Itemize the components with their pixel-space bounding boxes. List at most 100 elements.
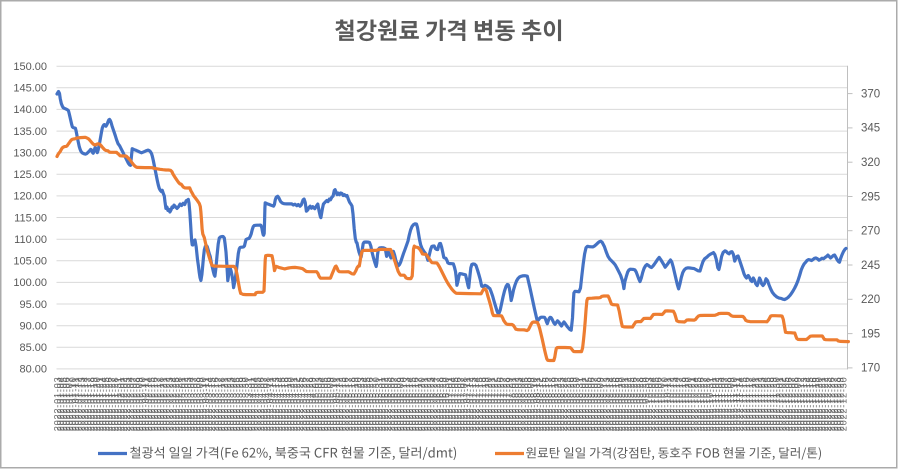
svg-text:2022-04-13: 2022-04-13 — [271, 377, 281, 431]
svg-text:2022-02-28: 2022-02-28 — [174, 377, 184, 431]
svg-text:2022-08-05: 2022-08-05 — [520, 377, 530, 431]
svg-text:2022-06-06: 2022-06-06 — [386, 377, 396, 431]
svg-text:2022-02-10: 2022-02-10 — [137, 377, 147, 431]
svg-text:2022-12-09: 2022-12-09 — [793, 377, 803, 431]
svg-text:2022-04-21: 2022-04-21 — [289, 377, 299, 431]
svg-text:2022-10-06: 2022-10-06 — [653, 377, 663, 431]
svg-text:2022-12-21: 2022-12-21 — [817, 377, 827, 431]
svg-text:2022-08-08: 2022-08-08 — [523, 377, 533, 431]
svg-text:2022-06-14: 2022-06-14 — [404, 377, 414, 431]
svg-text:2022-10-18: 2022-10-18 — [678, 377, 688, 431]
svg-text:2022-06-20: 2022-06-20 — [417, 377, 427, 431]
svg-text:2022-09-26: 2022-09-26 — [629, 377, 639, 431]
svg-text:2022-09-19: 2022-09-19 — [614, 377, 624, 431]
svg-text:2022-08-17: 2022-08-17 — [544, 377, 554, 431]
svg-text:2022-07-08: 2022-07-08 — [459, 377, 469, 431]
svg-text:320: 320 — [861, 157, 880, 169]
svg-text:150.00: 150.00 — [13, 61, 47, 73]
svg-text:2022-09-23: 2022-09-23 — [626, 377, 636, 431]
svg-text:2022-12-15: 2022-12-15 — [805, 377, 815, 431]
svg-text:2022-10-12: 2022-10-12 — [665, 377, 675, 431]
svg-text:2022-10-31: 2022-10-31 — [705, 377, 715, 431]
svg-text:110.00: 110.00 — [14, 234, 47, 246]
svg-text:2022-06-02: 2022-06-02 — [380, 377, 390, 431]
svg-text:2022-04-01: 2022-04-01 — [247, 377, 257, 431]
svg-text:2022-10-21: 2022-10-21 — [687, 377, 697, 431]
svg-text:2022-11-30: 2022-11-30 — [772, 377, 782, 431]
svg-text:2022-03-10: 2022-03-10 — [198, 377, 208, 431]
svg-text:80.00: 80.00 — [19, 364, 47, 376]
svg-text:2022-10-14: 2022-10-14 — [672, 377, 682, 431]
svg-text:2022-07-04: 2022-07-04 — [447, 377, 457, 431]
svg-text:2022-05-06: 2022-05-06 — [323, 377, 333, 431]
svg-text:2022-07-07: 2022-07-07 — [456, 377, 466, 431]
svg-text:2022-09-09: 2022-09-09 — [596, 377, 606, 431]
svg-text:2022-10-25: 2022-10-25 — [693, 377, 703, 431]
svg-text:2022-04-14: 2022-04-14 — [274, 377, 284, 431]
svg-text:2022-03-31: 2022-03-31 — [244, 377, 254, 431]
svg-text:2022-02-18: 2022-02-18 — [156, 377, 166, 431]
svg-text:2022-03-18: 2022-03-18 — [216, 377, 226, 431]
svg-text:2022-04-25: 2022-04-25 — [295, 377, 305, 431]
svg-text:2022-07-11: 2022-07-11 — [462, 377, 472, 431]
svg-text:2022-06-27: 2022-06-27 — [432, 377, 442, 431]
svg-text:2022-08-15: 2022-08-15 — [538, 377, 548, 431]
svg-text:2022-03-30: 2022-03-30 — [241, 377, 251, 431]
svg-text:2022-11-07: 2022-11-07 — [720, 377, 730, 431]
svg-text:2022-03-03: 2022-03-03 — [183, 377, 193, 431]
svg-text:2022-12-07: 2022-12-07 — [787, 377, 797, 431]
svg-text:2022-08-22: 2022-08-22 — [553, 377, 563, 431]
svg-text:2022-09-05: 2022-09-05 — [584, 377, 594, 431]
svg-text:2022-04-18: 2022-04-18 — [280, 377, 290, 431]
svg-text:2022-03-08: 2022-03-08 — [192, 377, 202, 431]
svg-text:2022-02-08: 2022-02-08 — [131, 377, 141, 431]
svg-text:2022-05-11: 2022-05-11 — [332, 377, 342, 431]
svg-text:2022-01-28: 2022-01-28 — [110, 377, 120, 431]
svg-text:2022-11-25: 2022-11-25 — [763, 377, 773, 431]
svg-text:2022-03-11: 2022-03-11 — [201, 377, 211, 431]
svg-text:2022-02-04: 2022-02-04 — [125, 377, 135, 431]
svg-text:2022-06-03: 2022-06-03 — [383, 377, 393, 431]
svg-text:2022-02-02: 2022-02-02 — [119, 377, 129, 431]
svg-text:2022-09-27: 2022-09-27 — [632, 377, 642, 431]
svg-text:115.00: 115.00 — [14, 212, 47, 224]
svg-text:2022-11-03: 2022-11-03 — [714, 377, 724, 431]
svg-text:2022-02-22: 2022-02-22 — [162, 377, 172, 431]
svg-text:2022-04-29: 2022-04-29 — [307, 377, 317, 431]
svg-text:2022-05-19: 2022-05-19 — [350, 377, 360, 431]
svg-text:2022-07-20: 2022-07-20 — [483, 377, 493, 431]
svg-text:120.00: 120.00 — [13, 191, 47, 203]
svg-text:345: 345 — [861, 123, 880, 135]
svg-text:2022-10-24: 2022-10-24 — [690, 377, 700, 431]
svg-text:2022-11-24: 2022-11-24 — [760, 377, 770, 431]
svg-text:2022-01-20: 2022-01-20 — [92, 377, 102, 431]
svg-text:2022-11-23: 2022-11-23 — [756, 377, 766, 431]
svg-text:2022-11-14: 2022-11-14 — [735, 377, 745, 431]
svg-text:2022-06-29: 2022-06-29 — [438, 377, 448, 431]
svg-text:2022-08-30: 2022-08-30 — [571, 377, 581, 431]
svg-text:2022-03-25: 2022-03-25 — [231, 377, 241, 431]
svg-text:2022-01-12: 2022-01-12 — [74, 377, 84, 431]
svg-text:2022-05-20: 2022-05-20 — [353, 377, 363, 431]
svg-text:2022-10-05: 2022-10-05 — [650, 377, 660, 431]
svg-text:2022-08-03: 2022-08-03 — [514, 377, 524, 431]
svg-text:2022-04-08: 2022-04-08 — [262, 377, 272, 431]
svg-text:2022-03-22: 2022-03-22 — [222, 377, 232, 431]
svg-text:2022-09-07: 2022-09-07 — [590, 377, 600, 431]
svg-text:90.00: 90.00 — [19, 321, 47, 333]
svg-text:2022-07-28: 2022-07-28 — [502, 377, 512, 431]
svg-text:2022-11-10: 2022-11-10 — [729, 377, 739, 431]
svg-text:2022-09-22: 2022-09-22 — [623, 377, 633, 431]
svg-text:2022-02-01: 2022-02-01 — [116, 377, 126, 431]
svg-text:2022-08-10: 2022-08-10 — [529, 377, 539, 431]
svg-text:2022-03-24: 2022-03-24 — [228, 377, 238, 431]
svg-text:2022-12-30: 2022-12-30 — [838, 377, 848, 431]
svg-text:2022-05-17: 2022-05-17 — [344, 377, 354, 431]
svg-text:2022-11-04: 2022-11-04 — [717, 377, 727, 431]
svg-text:2022-03-01: 2022-03-01 — [177, 377, 187, 431]
svg-text:2022-07-05: 2022-07-05 — [450, 377, 460, 431]
svg-text:2022-12-22: 2022-12-22 — [820, 377, 830, 431]
svg-text:270: 270 — [861, 226, 880, 238]
svg-text:2022-08-16: 2022-08-16 — [541, 377, 551, 431]
svg-text:2022-07-26: 2022-07-26 — [496, 377, 506, 431]
